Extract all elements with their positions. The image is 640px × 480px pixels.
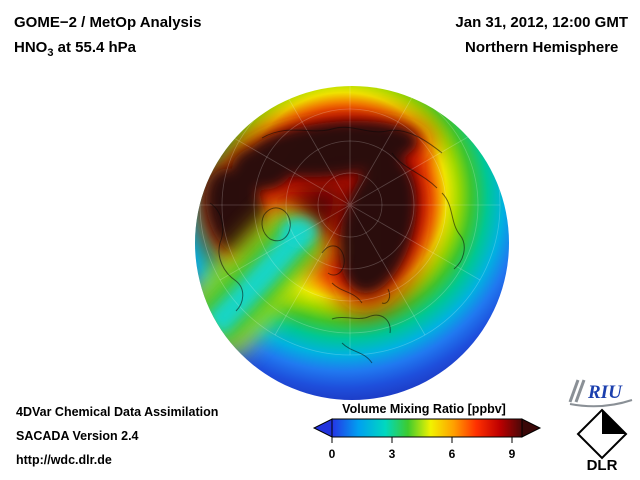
- low-value-intrusion: [195, 199, 335, 360]
- species-name: HNO: [14, 39, 48, 56]
- colorbar-tick-0: 0: [328, 447, 336, 461]
- colorbar-title: Volume Mixing Ratio [ppbv]: [342, 402, 506, 416]
- header-right: Jan 31, 2012, 12:00 GMT Northern Hemisph…: [455, 10, 628, 60]
- footer-block: 4DVar Chemical Data Assimilation SACADA …: [16, 400, 218, 472]
- colorbar-tick-marks: [331, 437, 513, 443]
- graticule: [199, 86, 501, 356]
- dlr-emblem-wing: [602, 410, 626, 434]
- header-left: GOME−2 / MetOp Analysis HNO3 at 55.4 hPa: [14, 10, 201, 66]
- colorbar: [312, 418, 542, 443]
- species-level-line: HNO3 at 55.4 hPa: [14, 35, 201, 66]
- datetime-label: Jan 31, 2012, 12:00 GMT: [455, 14, 628, 31]
- colorbar-right-arrow: [521, 418, 542, 438]
- colorbar-tick-6: 6: [448, 447, 456, 461]
- riu-logo: RIU: [568, 379, 633, 408]
- riu-logo-text: RIU: [587, 382, 623, 403]
- colorbar-tick-3: 3: [388, 447, 396, 461]
- riu-logo-bars: [568, 379, 586, 403]
- version-label: SACADA Version 2.4: [16, 429, 139, 443]
- colorbar-left-arrow: [312, 418, 333, 438]
- analysis-title: GOME−2 / MetOp Analysis: [14, 14, 202, 31]
- globe-map: [195, 86, 509, 400]
- pressure-level: at 55.4 hPa: [53, 39, 137, 56]
- coastlines: [209, 126, 465, 364]
- colorbar-gradient-bar: [331, 418, 523, 438]
- url-label: http://wdc.dlr.de: [16, 453, 112, 467]
- saturated-core: [205, 120, 418, 294]
- colorbar-tick-9: 9: [508, 447, 516, 461]
- hemisphere-label: Northern Hemisphere: [465, 39, 619, 56]
- globe-field: [195, 86, 509, 400]
- riu-logo-swoosh: [569, 399, 633, 408]
- species-subscript: 3: [47, 47, 54, 59]
- dlr-logo-text: DLR: [587, 457, 618, 474]
- assimilation-label: 4DVar Chemical Data Assimilation: [16, 405, 219, 419]
- dlr-logo: DLR: [576, 408, 628, 474]
